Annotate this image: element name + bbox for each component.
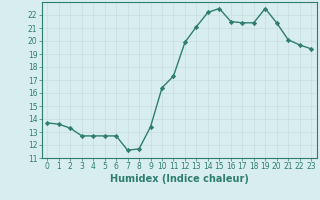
X-axis label: Humidex (Indice chaleur): Humidex (Indice chaleur) xyxy=(110,174,249,184)
